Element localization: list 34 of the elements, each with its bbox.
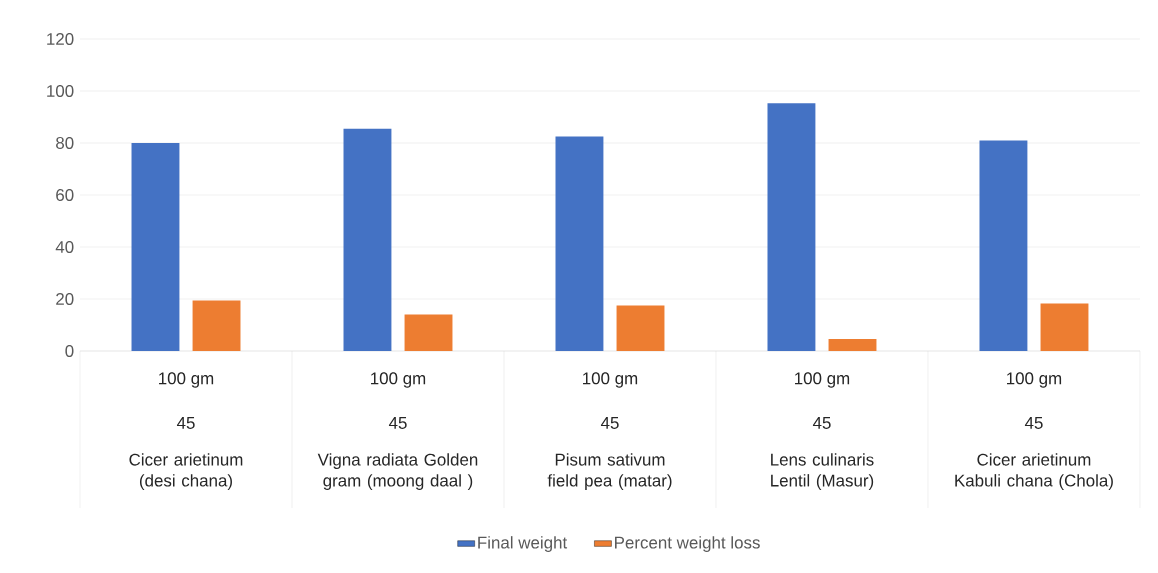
bar	[343, 128, 392, 351]
y-tick-label: 0	[65, 345, 74, 357]
bar	[192, 300, 241, 351]
y-tick-label: 40	[55, 241, 74, 253]
text: 45	[1024, 417, 1043, 429]
text: 100 gm	[371, 372, 426, 388]
bar	[616, 305, 665, 351]
bar	[1040, 303, 1089, 351]
legend-label: Final weight	[478, 536, 568, 552]
x-tick-label: Pisum sativum field pea (matar)	[547, 453, 672, 490]
bar	[131, 143, 180, 351]
text: 100 gm	[159, 372, 214, 388]
y-tick-label: 100	[47, 85, 74, 97]
bar	[767, 103, 816, 351]
bar	[555, 136, 604, 351]
text: 100 gm	[583, 372, 638, 388]
bar	[979, 140, 1028, 351]
text: 45	[388, 417, 407, 429]
text: 100 gm	[795, 372, 850, 388]
x-tick-label: Vigna radiata Golden gram (moong daal )	[317, 453, 478, 490]
text: 45	[176, 417, 195, 429]
legend-label: Percent weight loss	[615, 536, 760, 552]
bar	[828, 339, 877, 351]
x-tick-label: Cicer arietinum (desi chana)	[129, 453, 243, 490]
bar	[404, 314, 453, 351]
text: 45	[600, 417, 619, 429]
text: 100 gm	[1007, 372, 1062, 388]
y-tick-label: 80	[56, 137, 74, 149]
y-tick-label: 20	[56, 293, 74, 305]
x-tick-label: Lens culinaris Lentil (Masur)	[771, 453, 874, 490]
y-tick-label: 120	[47, 33, 74, 45]
x-tick-label: Cicer arietinum Kabuli chana (Chola)	[955, 453, 1113, 490]
y-tick-label: 60	[56, 189, 74, 201]
text: 45	[812, 417, 831, 429]
